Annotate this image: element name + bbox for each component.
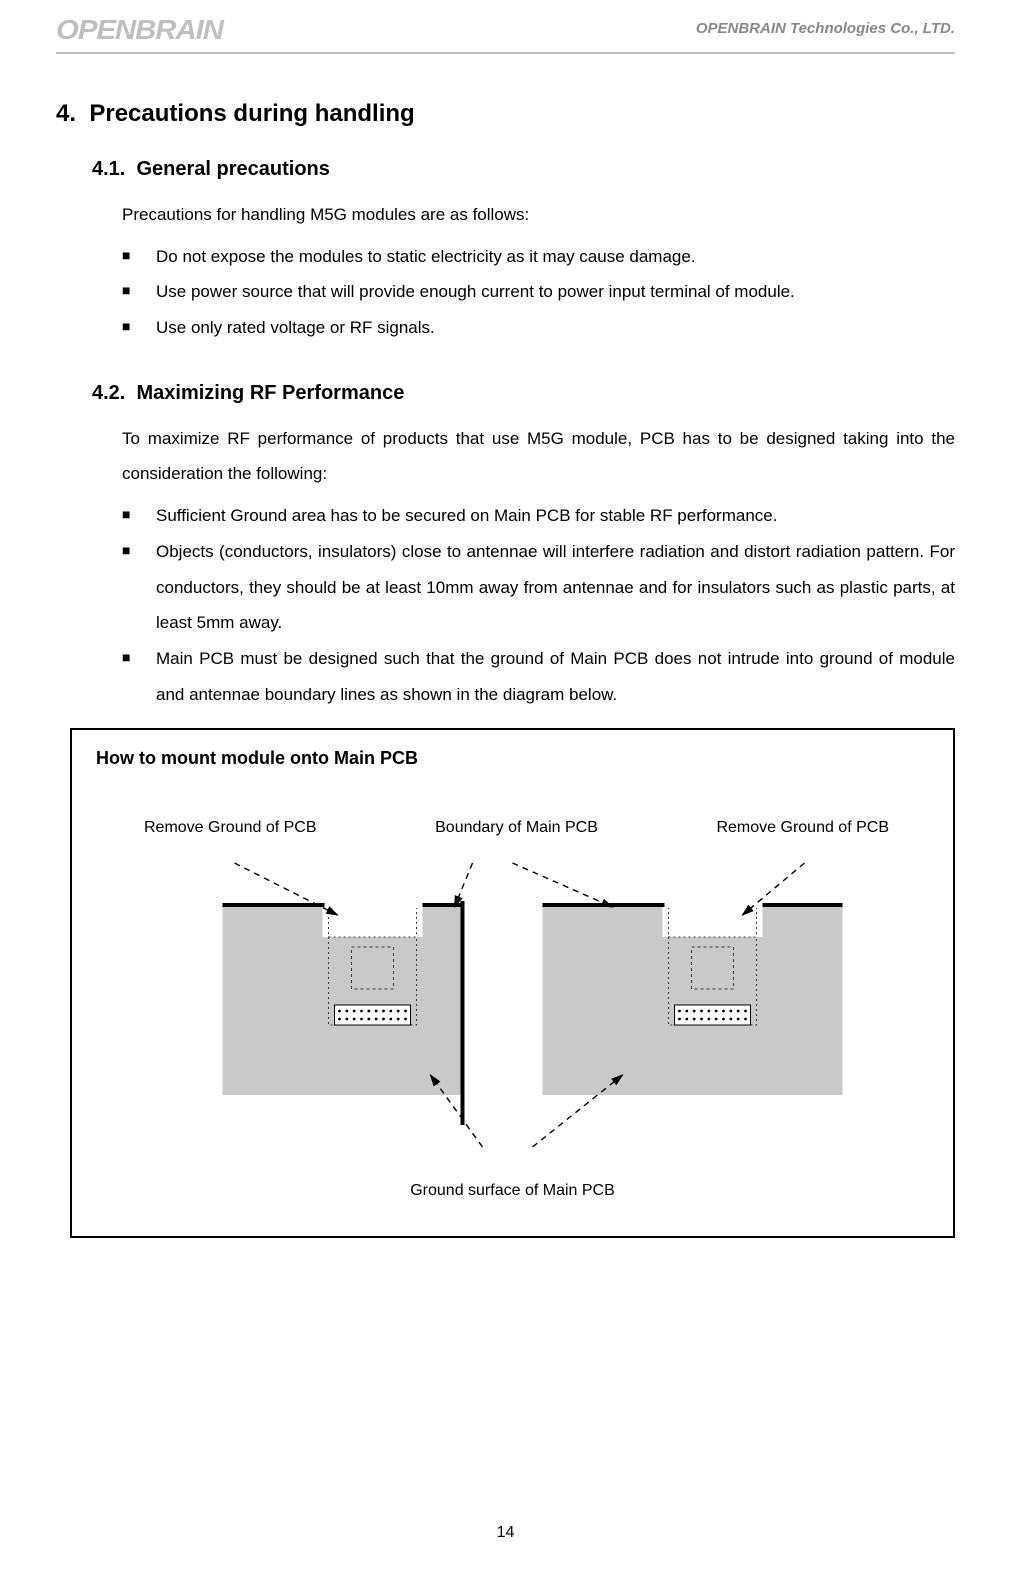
sub1-bullet-list: Do not expose the modules to static elec… [122, 239, 955, 346]
diagram-container: How to mount module onto Main PCB Remove… [70, 728, 955, 1238]
label-ground-surface: Ground surface of Main PCB [96, 1182, 929, 1200]
company-name: OPENBRAIN Technologies Co., LTD. [696, 20, 955, 37]
list-item: Main PCB must be designed such that the … [122, 641, 955, 712]
list-item: Sufficient Ground area has to be secured… [122, 498, 955, 534]
diagram-title: How to mount module onto Main PCB [96, 748, 929, 769]
label-remove-ground-right: Remove Ground of PCB [716, 819, 889, 837]
sub1-intro: Precautions for handling M5G modules are… [122, 197, 955, 233]
list-item: Use power source that will provide enoug… [122, 274, 955, 310]
diagram-svg [96, 845, 929, 1170]
label-remove-ground-left: Remove Ground of PCB [144, 819, 317, 837]
section-heading: 4. Precautions during handling [56, 100, 955, 128]
logo-text: OPENBRAIN [56, 14, 223, 46]
page-header: OPENBRAIN OPENBRAIN Technologies Co., LT… [56, 14, 955, 46]
diagram-top-labels: Remove Ground of PCB Boundary of Main PC… [144, 819, 889, 837]
sub2-intro: To maximize RF performance of products t… [122, 421, 955, 492]
subsection-number: 4.1. [92, 158, 125, 180]
page-number: 14 [0, 1524, 1011, 1542]
list-item: Use only rated voltage or RF signals. [122, 310, 955, 346]
label-boundary: Boundary of Main PCB [435, 819, 598, 837]
section-title: Precautions during handling [89, 100, 414, 127]
list-item: Objects (conductors, insulators) close t… [122, 534, 955, 641]
subsection-title: Maximizing RF Performance [136, 382, 404, 404]
subsection-4-1-heading: 4.1. General precautions [92, 158, 955, 181]
sub2-bullet-list: Sufficient Ground area has to be secured… [122, 498, 955, 712]
header-rule [56, 52, 955, 54]
list-item: Do not expose the modules to static elec… [122, 239, 955, 275]
subsection-4-2-heading: 4.2. Maximizing RF Performance [92, 382, 955, 405]
section-number: 4. [56, 100, 76, 127]
subsection-number: 4.2. [92, 382, 125, 404]
subsection-title: General precautions [136, 158, 329, 180]
